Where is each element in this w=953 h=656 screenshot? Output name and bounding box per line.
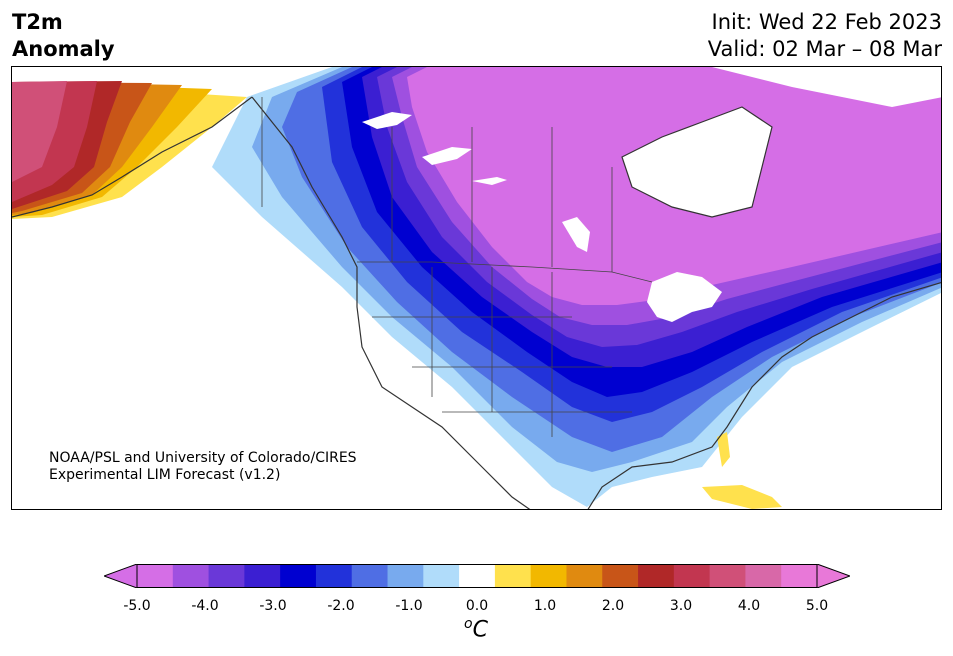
colorbar-segment (208, 564, 245, 588)
credit-line-2: Experimental LIM Forecast (v1.2) (49, 467, 281, 483)
great-bear-lake (362, 112, 412, 129)
colorbar-segment (638, 564, 675, 588)
colorbar-tick-label: 3.0 (669, 598, 693, 614)
lake-winnipeg (562, 217, 590, 252)
unit-degree: o (464, 616, 473, 632)
colorbar-segment (172, 564, 210, 588)
lake-athabasca (472, 177, 507, 185)
colorbar-segment (423, 564, 460, 588)
colorbar-tick-label: 5.0 (805, 598, 829, 614)
colorbar-segment (280, 564, 317, 588)
credit-text: NOAA/PSL and University of Colorado/CIRE… (49, 450, 357, 484)
title-line-2: Anomaly (12, 37, 115, 61)
alaska-warm-7 (12, 81, 67, 182)
coastlines (12, 96, 941, 509)
florida-warm (717, 432, 730, 467)
colorbar-segment (351, 564, 389, 588)
credit-line-1: NOAA/PSL and University of Colorado/CIRE… (49, 450, 357, 466)
colorbar-segment (745, 564, 782, 588)
colorbar-over-arrow (816, 564, 850, 588)
hudson-bay (622, 107, 772, 217)
borders (261, 97, 653, 437)
arctic-water (712, 67, 941, 107)
colorbar (104, 564, 850, 588)
colorbar-segment (137, 564, 174, 588)
colorbar-tick-label: -1.0 (395, 598, 423, 614)
colorbar-segment (494, 564, 532, 588)
colorbar-segment (315, 564, 353, 588)
great-lakes (647, 272, 722, 322)
great-slave-lake (422, 147, 472, 165)
init-date: Init: Wed 22 Feb 2023 (711, 10, 942, 34)
colorbar-segment (566, 564, 603, 588)
colorbar-border (136, 564, 818, 588)
colorbar-units: oC (464, 616, 488, 642)
colorbar-segment (709, 564, 746, 588)
colorbar-tick-label: 1.0 (533, 598, 557, 614)
colorbar-tick-label: -3.0 (259, 598, 287, 614)
forecast-dates: Init: Wed 22 Feb 2023 Valid: 02 Mar – 08… (708, 9, 942, 63)
colorbar-tick-label: 4.0 (737, 598, 761, 614)
colorbar-tick-label: 0.0 (465, 598, 489, 614)
colorbar-segment (781, 564, 818, 588)
map-canvas (12, 67, 941, 509)
colorbar-segment (530, 564, 567, 588)
colorbar-tick-label: -2.0 (327, 598, 355, 614)
colorbar-segment (673, 564, 711, 588)
title-line-1: T2m (12, 10, 63, 34)
valid-range: Valid: 02 Mar – 08 Mar (707, 37, 942, 61)
colorbar-segment (387, 564, 424, 588)
colorbar-segment (602, 564, 639, 588)
colorbar-tick-label: 2.0 (601, 598, 625, 614)
colorbar-tick-label: -4.0 (191, 598, 219, 614)
cuba-warm (702, 485, 782, 509)
colorbar-tick-label: -5.0 (123, 598, 151, 614)
colorbar-under-arrow (104, 564, 138, 588)
anomaly-map (11, 66, 942, 510)
unit-celsius: C (472, 617, 488, 643)
colorbar-segment (244, 564, 281, 588)
map-title: T2m Anomaly (12, 9, 115, 63)
colorbar-segment (459, 564, 496, 588)
